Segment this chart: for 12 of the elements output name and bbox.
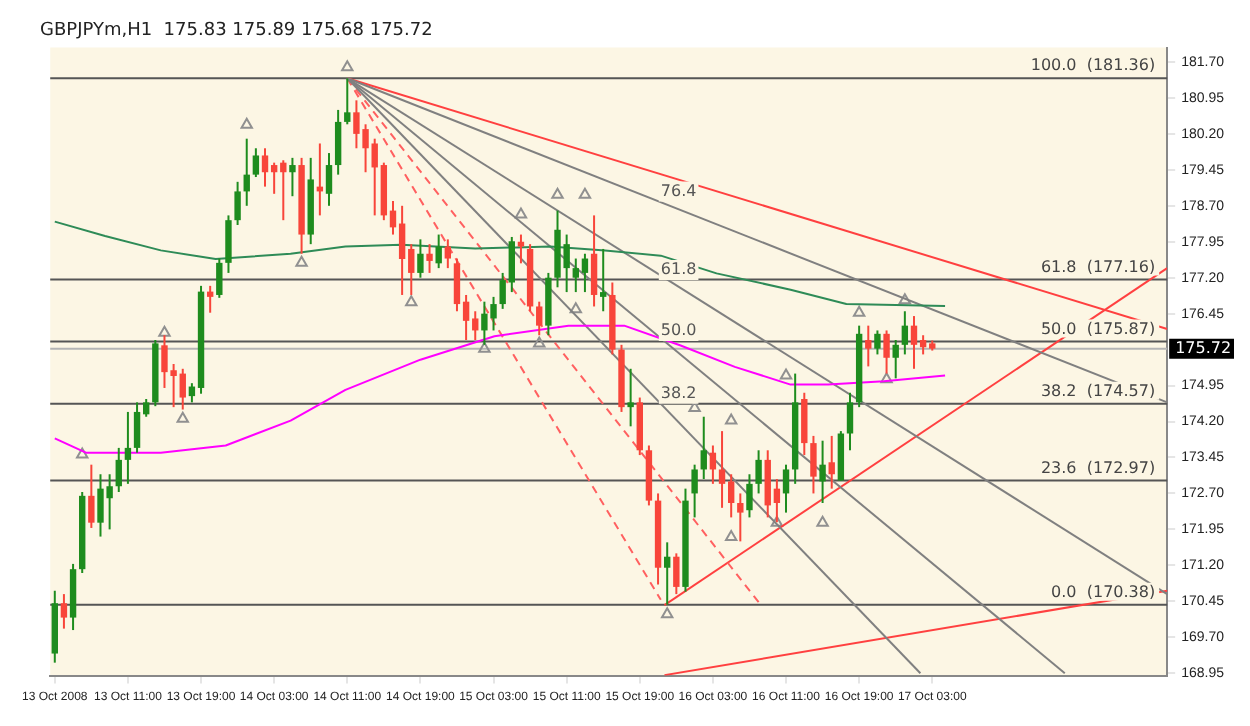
annotation: 76.4 (660, 181, 697, 200)
ref-line-label: 61.8 (177.16) (1040, 257, 1156, 276)
ref-line-label: 50.0 (175.87) (1040, 319, 1156, 338)
ref-line-label: 100.0 (181.36) (1030, 56, 1156, 75)
annotation: 61.8 (660, 260, 697, 279)
ref-line-label: 175.72 (1175, 338, 1232, 357)
annotation: 38.2 (660, 383, 697, 402)
annotation: 50.0 (660, 321, 697, 340)
ref-line-label: 0.0 (170.38) (1051, 582, 1156, 601)
chart-title: GBPJPYm,H1 175.83 175.89 175.68 175.72 (40, 21, 433, 42)
ref-line-label: 38.2 (174.57) (1040, 381, 1156, 400)
ref-line-label: 23.6 (172.97) (1040, 458, 1156, 477)
